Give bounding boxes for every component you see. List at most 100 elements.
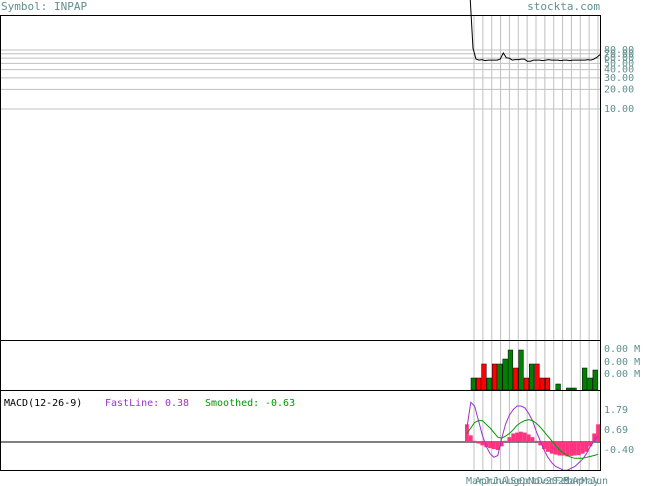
x-tick-label: Dec <box>537 476 555 486</box>
x-tick-label: Apr <box>572 476 590 486</box>
x-tick-label: Mar <box>466 476 484 486</box>
fastline-label: FastLine: <box>105 398 159 409</box>
macd-histogram-bar <box>495 442 500 450</box>
macd-frame <box>0 390 601 471</box>
volume-bar <box>566 387 572 391</box>
macd-histogram-bar <box>488 442 492 449</box>
macd-tick-label: 1.79 <box>604 405 628 416</box>
volume-bar <box>486 377 492 391</box>
macd-histogram-bar <box>472 440 477 442</box>
price-line <box>469 0 601 62</box>
macd-histogram-bar <box>492 442 496 450</box>
price-tick-label: 10.00 <box>604 104 634 115</box>
volume-bar <box>534 363 540 391</box>
x-tick-label: Jun <box>590 476 608 486</box>
smoothed-label: Smoothed: <box>205 398 259 409</box>
price-tick-label: 80.00 <box>604 45 634 56</box>
x-tick-label: Aug <box>501 476 519 486</box>
volume-bar <box>587 377 593 391</box>
x-tick-label: Jul <box>493 476 511 486</box>
symbol-label: Symbol: INPAP <box>1 0 88 13</box>
smoothed-value: -0.63 <box>265 398 295 409</box>
volume-tick-label: 0.00 M <box>604 369 640 380</box>
price-tick-label: 60.00 <box>604 53 634 64</box>
volume-bar <box>491 363 498 391</box>
site-label: stockta.com <box>527 0 600 13</box>
volume-bar <box>507 349 514 391</box>
volume-bar <box>481 363 487 391</box>
macd-histogram-bar <box>549 442 554 454</box>
macd-histogram-bar <box>596 424 600 442</box>
macd-histogram-bar <box>557 442 562 456</box>
volume-bar <box>539 377 545 391</box>
macd-histogram-bar <box>468 435 473 442</box>
x-tick-label: Mar <box>563 476 581 486</box>
volume-panel: 0.00 M0.00 M0.00 M <box>470 344 640 391</box>
x-tick-label: Jun <box>484 476 502 486</box>
volume-bar <box>502 358 508 391</box>
volume-bar <box>555 383 561 391</box>
volume-bar <box>497 363 503 391</box>
macd-histogram-bar <box>546 442 550 452</box>
macd-histogram-bar <box>484 442 489 448</box>
price-frame <box>0 15 601 341</box>
macd-histogram-bar <box>588 442 593 447</box>
macd-histogram-bar <box>580 442 585 454</box>
macd-histogram-bar <box>530 437 535 442</box>
macd-histogram-bar <box>561 442 566 456</box>
macd-histogram-bar <box>565 442 570 457</box>
x-tick-label: Sep <box>510 476 528 486</box>
macd-histogram-bar <box>522 432 527 442</box>
fastline-value: 0.38 <box>165 398 189 409</box>
macd-histogram-bar <box>499 442 504 447</box>
macd-histogram-bar <box>592 433 597 442</box>
macd-histogram-bar <box>507 437 512 442</box>
macd-fast-line <box>466 401 599 471</box>
volume-bar <box>544 377 551 391</box>
macd-tick-label: 0.69 <box>604 425 628 436</box>
price-tick-label: 50.00 <box>604 58 634 69</box>
macd-histogram-bar <box>542 442 546 450</box>
panel-frames <box>0 15 601 471</box>
volume-bar <box>592 369 598 391</box>
macd-histogram-bar <box>519 431 523 442</box>
volume-bar <box>571 387 577 391</box>
macd-histogram-bar <box>515 432 519 442</box>
macd-histogram-bar <box>526 434 531 442</box>
macd-histogram-bar <box>584 442 589 452</box>
macd-histogram-bar <box>576 442 581 456</box>
volume-bar <box>513 367 519 391</box>
macd-histogram-bar <box>534 440 539 442</box>
macd-histogram-bar <box>476 442 481 444</box>
x-tick-label: Apr <box>475 476 493 486</box>
macd-histogram-bar <box>503 440 508 442</box>
macd-histogram-bar <box>573 442 577 456</box>
x-axis: MarAprJunJulAugSepOctNovDec2025FebMarApr… <box>466 476 608 486</box>
x-tick-label: May <box>581 476 599 486</box>
price-tick-label: 70.00 <box>604 49 634 60</box>
macd-histogram-bar <box>511 433 516 442</box>
macd-histogram-bar <box>553 442 558 455</box>
grid <box>1 15 600 470</box>
macd-smoothed-line <box>466 419 599 459</box>
x-tick-label: Nov <box>528 476 546 486</box>
macd-histogram-bar <box>480 442 485 446</box>
volume-bar <box>529 363 535 391</box>
x-tick-label: Feb <box>555 476 573 486</box>
volume-tick-label: 0.00 M <box>604 357 640 368</box>
volume-bar <box>582 367 588 391</box>
price-tick-label: 40.00 <box>604 65 634 76</box>
price-tick-label: 20.00 <box>604 84 634 95</box>
volume-bar <box>470 377 476 391</box>
macd-histogram-bar <box>569 442 573 456</box>
macd-panel: MACD(12-26-9) FastLine: 0.38 Smoothed: -… <box>1 398 634 471</box>
volume-tick-label: 0.00 M <box>604 344 640 355</box>
volume-bar <box>523 377 529 391</box>
macd-histogram-bar <box>538 442 543 446</box>
macd-title: MACD(12-26-9) <box>4 398 82 409</box>
macd-tick-label: -0.40 <box>604 445 634 456</box>
volume-bar <box>476 377 482 391</box>
price-tick-label: 30.00 <box>604 73 634 84</box>
